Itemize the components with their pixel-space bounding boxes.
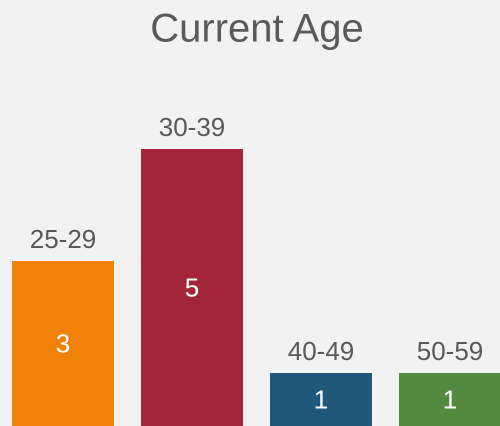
category-label: 40-49 (288, 336, 355, 366)
value-label: 3 (56, 328, 70, 358)
category-label: 30-39 (159, 112, 226, 142)
bar (270, 373, 372, 426)
value-label: 5 (185, 272, 199, 302)
category-label: 25-29 (30, 224, 97, 254)
category-label: 50-59 (417, 336, 484, 366)
value-label: 1 (314, 384, 328, 414)
value-label: 1 (443, 384, 457, 414)
bar (399, 373, 500, 426)
bar (12, 261, 114, 426)
bar (141, 149, 243, 426)
chart-title: Current Age (150, 7, 363, 51)
